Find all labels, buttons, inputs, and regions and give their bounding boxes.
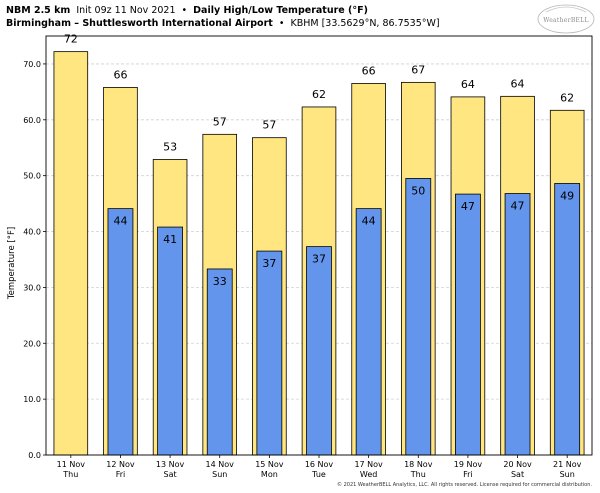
- x-tick-day: Mon: [261, 470, 278, 479]
- x-tick-day: Fri: [463, 470, 473, 479]
- low-value-label: 37: [262, 257, 276, 270]
- high-value-label: 67: [411, 63, 425, 76]
- y-tick-label: 30.0: [23, 283, 41, 292]
- high-value-label: 62: [312, 88, 326, 101]
- low-value-label: 41: [163, 233, 177, 246]
- low-value-label: 44: [113, 215, 127, 228]
- low-value-label: 50: [411, 184, 425, 197]
- x-tick-date: 13 Nov: [156, 460, 185, 469]
- x-tick-day: Wed: [360, 470, 377, 479]
- header-line-2: Birmingham – Shuttlesworth International…: [6, 18, 440, 29]
- high-value-label: 66: [362, 64, 376, 77]
- logo-text: WeatherBELL: [543, 17, 589, 24]
- high-value-label: 64: [511, 77, 525, 90]
- low-bar: [107, 208, 134, 456]
- y-tick-label: 40.0: [23, 228, 41, 237]
- x-tick-date: 12 Nov: [106, 460, 135, 469]
- y-tick-label: 60.0: [23, 116, 41, 125]
- low-value-label: 49: [560, 189, 574, 202]
- low-value-label: 33: [213, 275, 227, 288]
- high-value-label: 66: [113, 68, 127, 81]
- low-bar: [554, 183, 581, 456]
- low-bar: [206, 268, 233, 456]
- x-tick-day: Tue: [311, 470, 326, 479]
- x-tick-day: Fri: [116, 470, 126, 479]
- x-tick-day: Sat: [164, 470, 177, 479]
- model-name: NBM 2.5 km: [6, 5, 70, 16]
- high-bar: [53, 51, 89, 456]
- header-separator: •: [182, 5, 188, 16]
- y-tick-label: 0.0: [28, 451, 41, 460]
- high-value-label: 62: [560, 91, 574, 104]
- x-tick-day: Sat: [511, 470, 524, 479]
- weatherbell-logo: WeatherBELL: [537, 4, 595, 34]
- low-value-label: 44: [362, 215, 376, 228]
- copyright-notice: © 2021 WeatherBELL Analytics, LLC. All r…: [337, 481, 592, 488]
- x-tick-date: 18 Nov: [404, 460, 433, 469]
- low-bar: [306, 246, 332, 456]
- x-tick-date: 11 Nov: [57, 460, 86, 469]
- high-value-label: 72: [64, 33, 78, 46]
- low-bar: [405, 178, 432, 456]
- x-tick-date: 21 Nov: [553, 460, 582, 469]
- header-separator-2: •: [279, 18, 285, 29]
- low-value-label: 47: [461, 200, 475, 213]
- low-bar: [504, 193, 531, 456]
- chart-title: Daily High/Low Temperature (°F): [193, 5, 368, 16]
- high-value-label: 64: [461, 78, 475, 91]
- y-tick-label: 50.0: [23, 172, 41, 181]
- init-time: Init 09z 11 Nov 2021: [76, 5, 175, 16]
- x-tick-day: Thu: [62, 470, 78, 479]
- low-bar: [157, 226, 183, 456]
- x-tick-date: 20 Nov: [503, 460, 532, 469]
- y-axis-label: Temperature [°F]: [7, 227, 17, 300]
- low-bar: [256, 250, 283, 456]
- station-coords: KBHM [33.5629°N, 86.7535°W]: [290, 18, 439, 29]
- low-bar: [455, 193, 481, 456]
- low-bar: [355, 208, 382, 456]
- header-line-1: NBM 2.5 km Init 09z 11 Nov 2021 • Daily …: [6, 5, 368, 16]
- x-tick-date: 15 Nov: [255, 460, 284, 469]
- x-tick-date: 17 Nov: [354, 460, 383, 469]
- y-tick-label: 70.0: [23, 60, 41, 69]
- x-tick-date: 14 Nov: [206, 460, 235, 469]
- plot-frame: [45, 35, 593, 456]
- high-value-label: 57: [262, 119, 276, 132]
- x-tick-day: Sun: [560, 470, 575, 479]
- low-value-label: 47: [511, 200, 525, 213]
- station-name: Birmingham – Shuttlesworth International…: [6, 18, 273, 29]
- y-tick-label: 10.0: [23, 395, 41, 404]
- low-value-label: 37: [312, 253, 326, 266]
- high-value-label: 57: [213, 115, 227, 128]
- x-tick-day: Thu: [410, 470, 426, 479]
- x-tick-day: Sun: [212, 470, 227, 479]
- high-value-label: 53: [163, 140, 177, 153]
- y-tick-label: 20.0: [23, 339, 41, 348]
- x-tick-date: 19 Nov: [454, 460, 483, 469]
- x-tick-date: 16 Nov: [305, 460, 334, 469]
